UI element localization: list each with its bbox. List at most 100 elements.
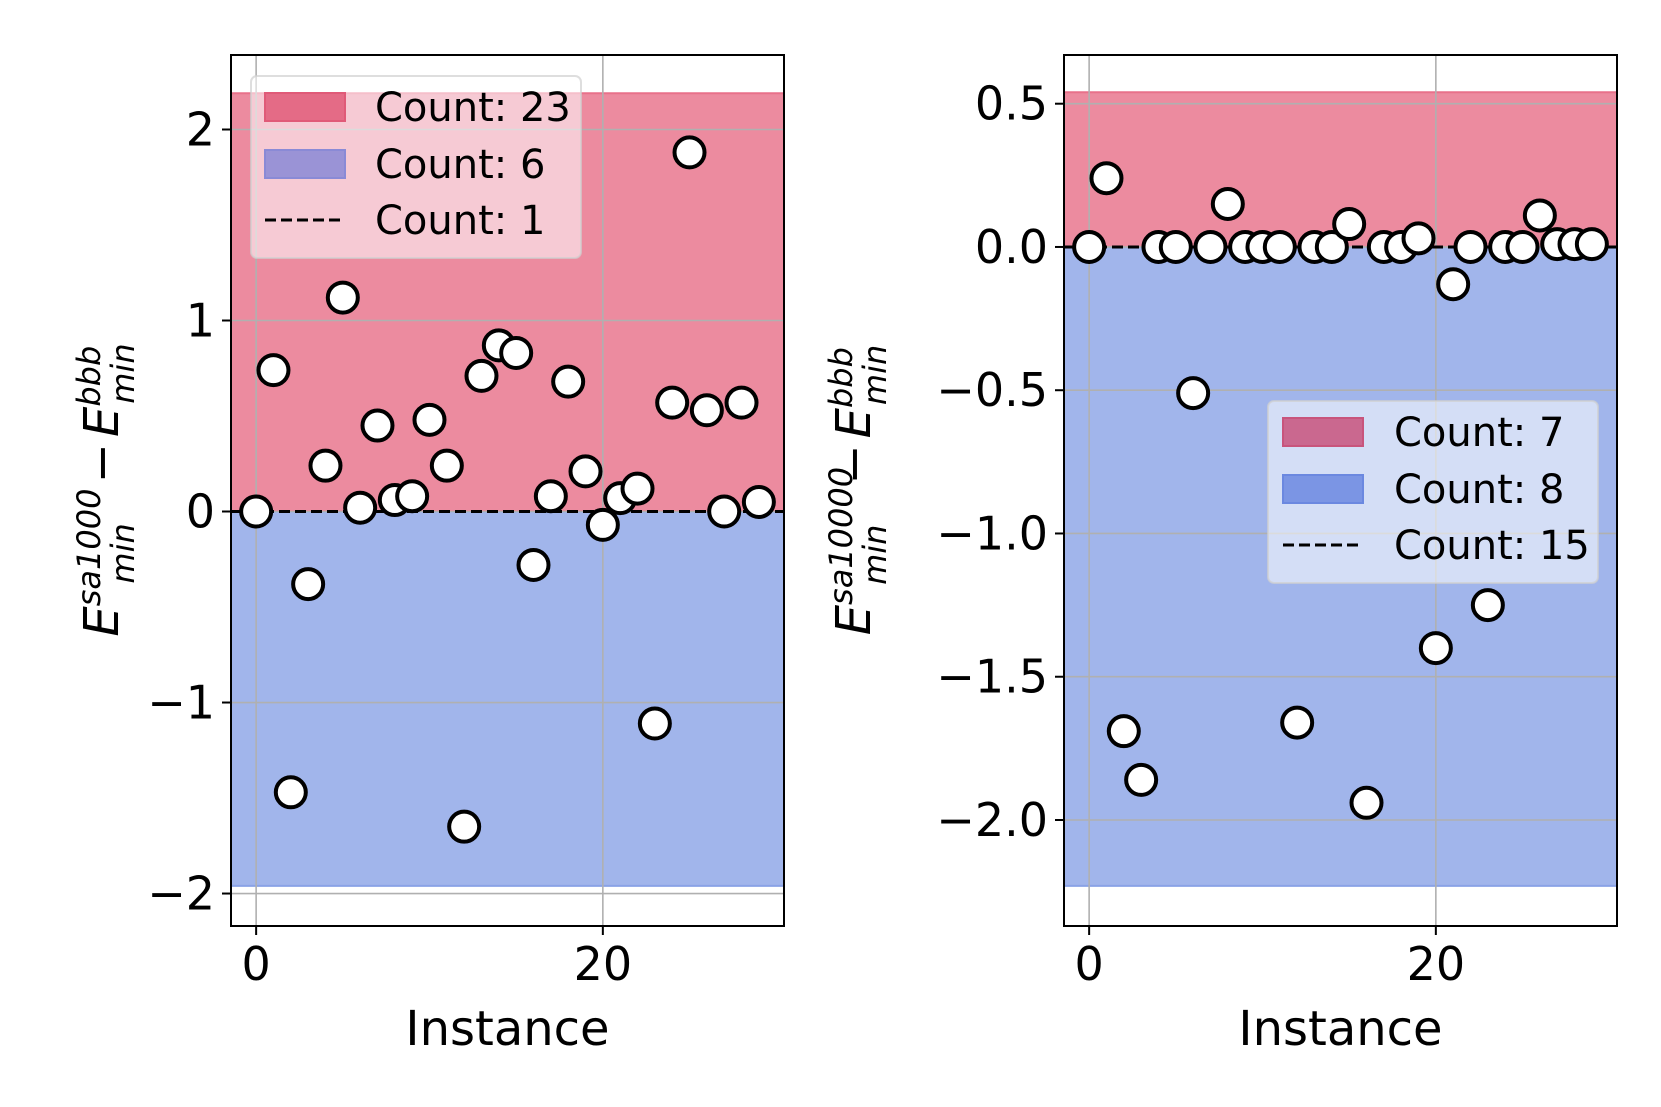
data-point [1522,198,1557,233]
data-point [447,809,482,844]
data-point [741,484,776,519]
data-point [256,353,291,388]
data-point [516,547,551,582]
y-tick-label: −2 [147,867,215,921]
data-point [1280,705,1315,740]
y-tick-label: −0.5 [936,363,1048,417]
data-point [1349,785,1384,820]
data-point [1574,227,1609,262]
y-axis-label-base: E [74,606,130,637]
legend-swatch [1282,417,1364,447]
y-axis-label-minus: − [826,444,882,484]
x-tick-label: 0 [241,937,270,991]
data-point [585,507,620,542]
legend-label: Count: 23 [375,85,571,131]
legend: Count: 23 Count: 6 Count: 1 [250,75,582,259]
data-point [689,393,724,428]
data-point [637,706,672,741]
y-axis-label-minus: − [74,443,130,483]
y-tick-label: 0.0 [975,220,1048,274]
data-point [568,454,603,489]
y-axis-label-base: E [826,604,882,635]
data-point [551,364,586,399]
data-point [533,479,568,514]
data-point [273,775,308,810]
data-point [1158,229,1193,264]
data-point [1401,221,1436,256]
legend-label: Count: 7 [1394,410,1564,456]
legend-label: Count: 8 [1394,467,1564,513]
data-point [655,385,690,420]
data-point [360,408,395,443]
y-axis-label-sub2: min [856,345,894,405]
data-point [1072,229,1107,264]
chart-1: 0 20210−1−2InstanceEsa1000min−EbbbminCoun… [70,54,785,1057]
x-axis-label: Instance [1238,1001,1442,1057]
y-axis-label: Esa1000min−Ebbbmin [70,343,142,636]
x-tick-label: 20 [1407,937,1466,991]
legend-label: Count: 15 [1394,523,1590,569]
y-axis-label-base: E [826,407,882,438]
data-point [291,567,326,602]
data-point [1106,714,1141,749]
data-point [1176,376,1211,411]
data-point [325,280,360,315]
y-axis-label-sub1: min [856,525,894,585]
data-point [1470,588,1505,623]
data-point [499,335,534,370]
y-axis-label-sup2: bbb [70,346,108,407]
negative-band [231,511,784,886]
data-point [1193,229,1228,264]
data-point [412,402,447,437]
y-tick-label: 0.5 [975,77,1048,131]
y-axis-label: Esa10000min−Ebbbmin [822,345,894,636]
y-axis-label-base: E [74,406,130,437]
data-point [308,448,343,483]
x-tick-label: 0 [1074,937,1103,991]
legend-swatch [264,92,346,122]
legend-label: Count: 6 [375,142,545,188]
data-point [395,479,430,514]
data-point [1089,161,1124,196]
data-point [1124,762,1159,797]
plot-area [1064,55,1617,926]
legend: Count: 7 Count: 8 Count: 15 [1267,400,1599,584]
data-point [464,358,499,393]
axes-frame [230,54,785,927]
y-tick-label: −2.0 [936,793,1048,847]
data-point [1332,207,1367,242]
y-tick-label: 1 [186,294,215,348]
data-point [724,385,759,420]
data-point [343,490,378,525]
data-point [672,135,707,170]
data-point [239,494,274,529]
x-axis-label: Instance [405,1001,609,1057]
x-tick-label: 20 [574,937,633,991]
y-tick-label: 0 [186,485,215,539]
data-point [1453,229,1488,264]
legend-swatch [264,149,346,179]
y-axis-label-sub1: min [104,523,142,583]
data-point [1314,229,1349,264]
data-point [1436,267,1471,302]
data-point [1262,229,1297,264]
y-axis-label-sup1: sa1000 [70,489,108,607]
y-tick-label: −1.5 [936,650,1048,704]
y-axis-label-sup2: bbb [822,347,860,408]
y-tick-label: 2 [186,102,215,156]
data-point [429,448,464,483]
chart-2: 0 20 0.5 0.0 −0.5 −1.0 −1.5 −2.0 Instance Esa1000… [822,54,1618,1057]
data-point [1210,186,1245,221]
legend-swatch [1282,474,1364,504]
y-axis-label-sub2: min [104,343,142,403]
y-axis-label-sup1: sa10000 [822,467,860,605]
data-point [1418,631,1453,666]
data-point [707,494,742,529]
axes-frame [1063,54,1618,927]
legend-label: Count: 1 [375,198,545,244]
y-tick-label: −1 [147,676,215,730]
y-tick-label: −1.0 [936,506,1048,560]
data-point [620,471,655,506]
data-point [1505,229,1540,264]
